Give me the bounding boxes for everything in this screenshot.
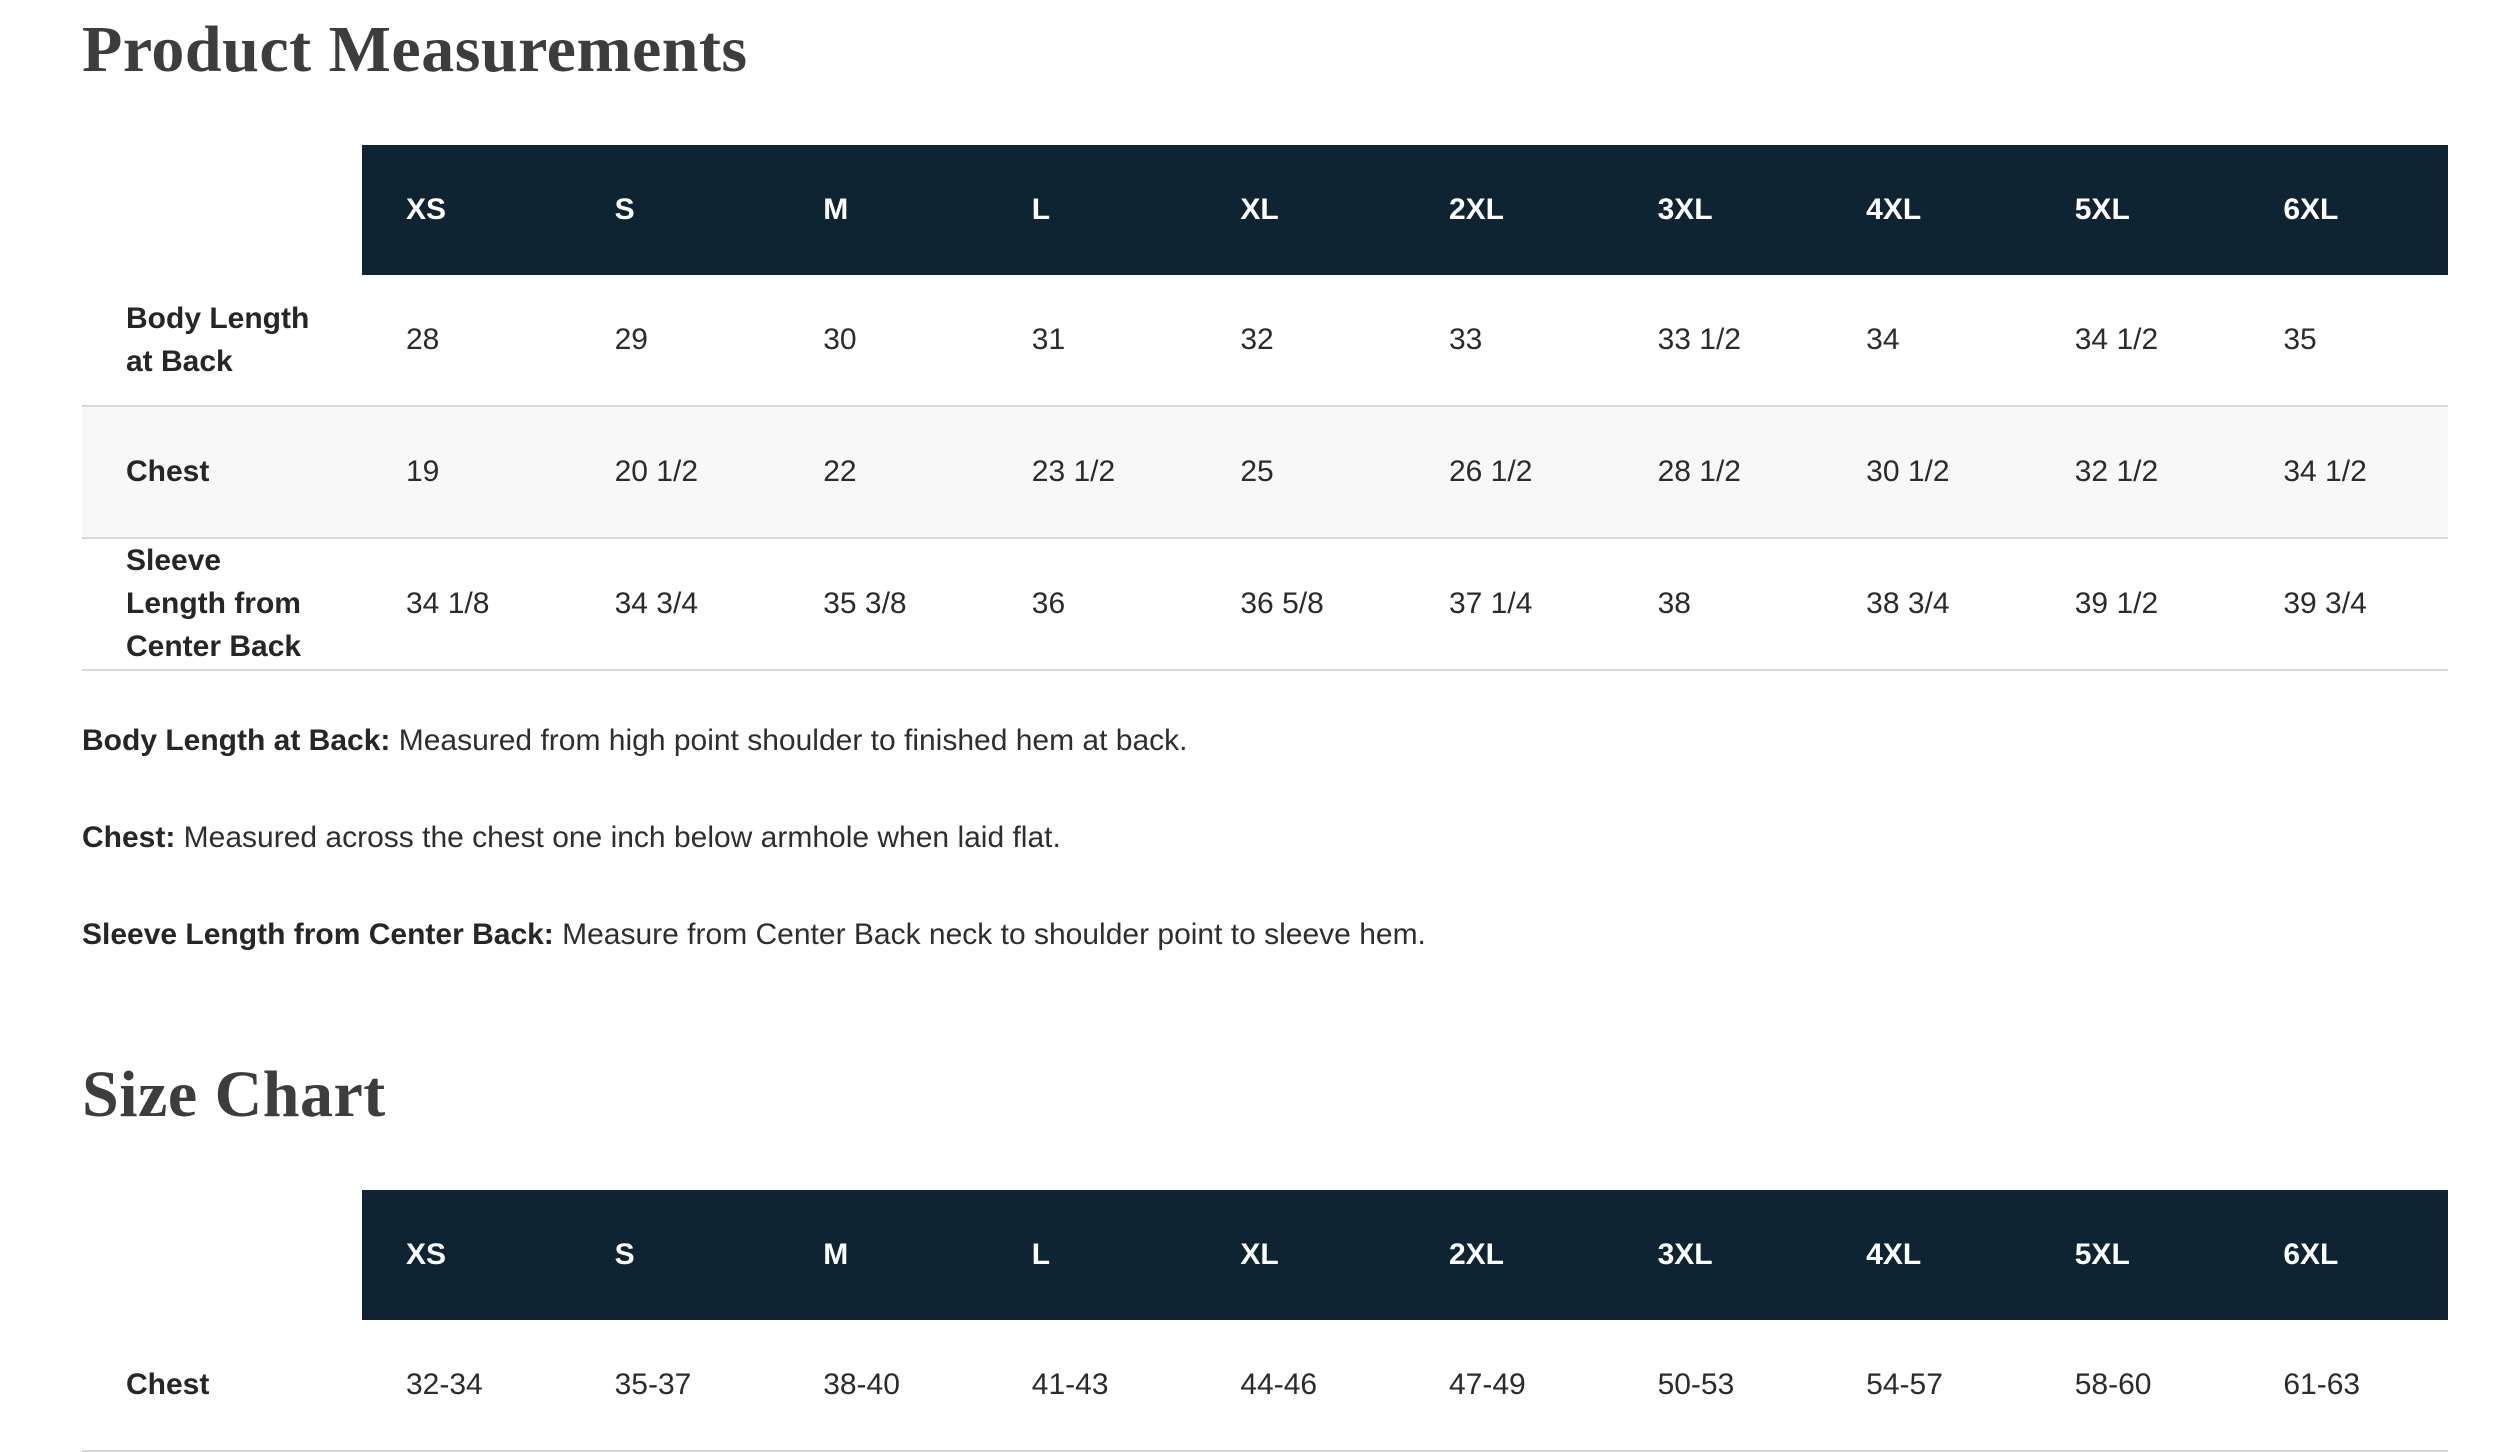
product-measurements-title: Product Measurements bbox=[82, 13, 748, 86]
measurement-cell: 32-34 bbox=[362, 1319, 571, 1452]
table-row: Sleeve Length from Center Back 34 1/8 34 3… bbox=[82, 537, 2448, 671]
measurement-cell: 50-53 bbox=[1613, 1319, 1823, 1452]
size-header-4xl: 4XL bbox=[1822, 144, 2031, 275]
size-header-s: S bbox=[570, 1189, 780, 1320]
size-header-xs: XS bbox=[362, 1189, 571, 1320]
measurement-cell: 61-63 bbox=[2239, 1319, 2448, 1452]
size-header-4xl: 4XL bbox=[1822, 1189, 2031, 1320]
size-header-row: XS S M L XL 2XL 3XL 4XL 5XL 6XL bbox=[82, 144, 2448, 275]
size-header-2xl: 2XL bbox=[1404, 1189, 1614, 1320]
measurement-cell: 34 bbox=[1822, 274, 2031, 407]
measurement-cell: 39 3/4 bbox=[2239, 537, 2448, 671]
measurement-cell: 31 bbox=[987, 274, 1197, 407]
measurement-cell: 36 bbox=[987, 537, 1197, 671]
note-term: Sleeve Length from Center Back: bbox=[82, 917, 554, 951]
size-header-l: L bbox=[987, 144, 1197, 275]
measurement-cell: 33 1/2 bbox=[1613, 274, 1823, 407]
row-label: Chest bbox=[82, 405, 362, 539]
measurement-cell: 29 bbox=[570, 274, 780, 407]
size-header-xs: XS bbox=[362, 144, 571, 275]
size-header-xl: XL bbox=[1196, 144, 1405, 275]
note-definition: Measured across the chest one inch below… bbox=[175, 820, 1061, 854]
measurement-cell: 47-49 bbox=[1404, 1319, 1614, 1452]
measurement-note: Chest: Measured across the chest one inc… bbox=[82, 816, 2448, 860]
size-chart-table: XS S M L XL 2XL 3XL 4XL 5XL 6XL Chest 32-34 35-37 38-… bbox=[82, 1189, 2448, 1452]
size-header-s: S bbox=[570, 144, 780, 275]
size-header-3xl: 3XL bbox=[1613, 144, 1823, 275]
corner-cell bbox=[82, 1189, 362, 1320]
size-header-row: XS S M L XL 2XL 3XL 4XL 5XL 6XL bbox=[82, 1189, 2448, 1320]
measurement-cell: 25 bbox=[1196, 405, 1405, 539]
measurement-cell: 39 1/2 bbox=[2030, 537, 2240, 671]
measurement-cell: 54-57 bbox=[1822, 1319, 2031, 1452]
measurement-cell: 41-43 bbox=[987, 1319, 1197, 1452]
row-label: Chest bbox=[82, 1319, 362, 1452]
product-measurements-table: XS S M L XL 2XL 3XL 4XL 5XL 6XL Body Length at Bac… bbox=[82, 144, 2448, 671]
size-header-xl: XL bbox=[1196, 1189, 1405, 1320]
measurement-cell: 38 3/4 bbox=[1822, 537, 2031, 671]
row-label: Body Length at Back bbox=[82, 274, 362, 407]
measurement-cell: 32 1/2 bbox=[2030, 405, 2240, 539]
measurement-note: Sleeve Length from Center Back: Measure … bbox=[82, 913, 2448, 957]
size-header-6xl: 6XL bbox=[2239, 1189, 2448, 1320]
measurement-cell: 28 1/2 bbox=[1613, 405, 1823, 539]
size-header-5xl: 5XL bbox=[2030, 1189, 2240, 1320]
table-row: Chest 19 20 1/2 22 23 1/2 25 26 1/2 28 1/2 30 1/… bbox=[82, 405, 2448, 539]
measurement-cell: 34 1/2 bbox=[2239, 405, 2448, 539]
measurement-cell: 34 3/4 bbox=[570, 537, 780, 671]
measurement-cell: 44-46 bbox=[1196, 1319, 1405, 1452]
measurement-cell: 26 1/2 bbox=[1404, 405, 1614, 539]
row-label: Sleeve Length from Center Back bbox=[82, 537, 362, 671]
measurement-cell: 34 1/8 bbox=[362, 537, 571, 671]
measurement-cell: 34 1/2 bbox=[2030, 274, 2240, 407]
measurement-cell: 35 bbox=[2239, 274, 2448, 407]
measurement-cell: 58-60 bbox=[2030, 1319, 2240, 1452]
measurement-cell: 28 bbox=[362, 274, 571, 407]
measurement-notes: Body Length at Back: Measured from high … bbox=[82, 719, 2448, 957]
size-chart-title: Size Chart bbox=[82, 1057, 386, 1131]
measurement-cell: 37 1/4 bbox=[1404, 537, 1614, 671]
measurement-note: Body Length at Back: Measured from high … bbox=[82, 719, 2448, 763]
size-header-m: M bbox=[779, 1189, 988, 1320]
measurement-cell: 38-40 bbox=[779, 1319, 988, 1452]
measurement-cell: 20 1/2 bbox=[570, 405, 780, 539]
table-row: Chest 32-34 35-37 38-40 41-43 44-46 47-49 50-53… bbox=[82, 1319, 2448, 1452]
measurement-cell: 23 1/2 bbox=[987, 405, 1197, 539]
measurement-cell: 19 bbox=[362, 405, 571, 539]
measurement-cell: 35 3/8 bbox=[779, 537, 988, 671]
measurement-cell: 30 bbox=[779, 274, 988, 407]
measurement-cell: 22 bbox=[779, 405, 988, 539]
note-term: Body Length at Back: bbox=[82, 723, 391, 757]
measurement-cell: 32 bbox=[1196, 274, 1405, 407]
size-header-5xl: 5XL bbox=[2030, 144, 2240, 275]
measurement-cell: 38 bbox=[1613, 537, 1823, 671]
measurement-cell: 33 bbox=[1404, 274, 1614, 407]
corner-cell bbox=[82, 144, 362, 275]
size-header-l: L bbox=[987, 1189, 1197, 1320]
size-header-m: M bbox=[779, 144, 988, 275]
note-definition: Measure from Center Back neck to shoulde… bbox=[553, 917, 1426, 951]
measurement-cell: 35-37 bbox=[570, 1319, 780, 1452]
note-term: Chest: bbox=[82, 820, 176, 854]
measurement-cell: 30 1/2 bbox=[1822, 405, 2031, 539]
size-header-3xl: 3XL bbox=[1613, 1189, 1823, 1320]
measurement-cell: 36 5/8 bbox=[1196, 537, 1405, 671]
note-definition: Measured from high point shoulder to fin… bbox=[390, 723, 1188, 757]
size-header-2xl: 2XL bbox=[1404, 144, 1614, 275]
size-header-6xl: 6XL bbox=[2239, 144, 2448, 275]
table-row: Body Length at Back 28 29 30 31 32 33 33 1/2 34 3… bbox=[82, 274, 2448, 407]
